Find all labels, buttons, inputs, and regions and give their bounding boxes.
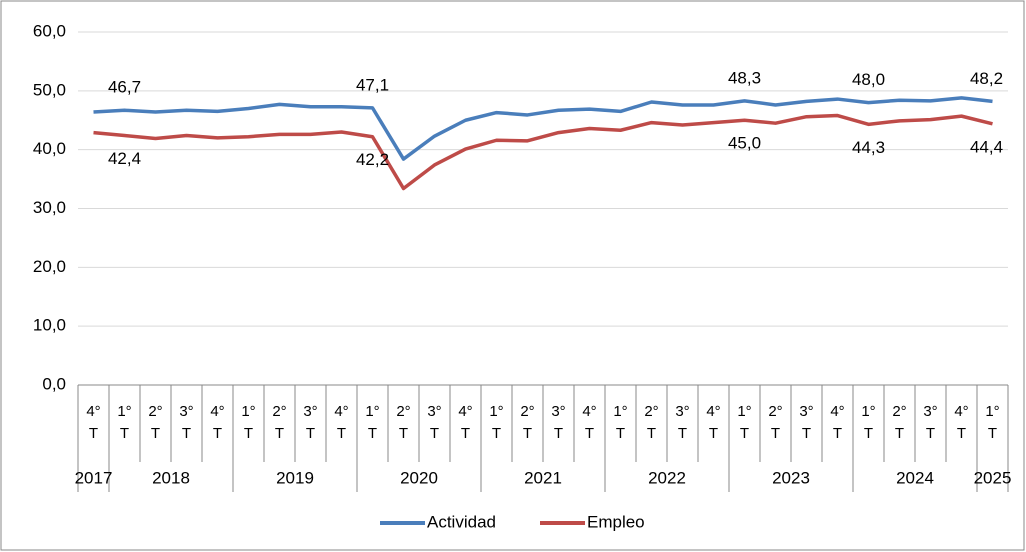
x-tick-label: 4° T	[86, 403, 101, 442]
x-tick-label: 2° T	[396, 403, 411, 442]
y-tick-label: 50,0	[33, 80, 66, 99]
x-tick-label: 3° T	[675, 403, 690, 442]
x-group-label: 2020	[400, 468, 438, 487]
x-tick-label: 4° T	[334, 403, 349, 442]
y-tick-label: 30,0	[33, 198, 66, 217]
x-tick-label: 3° T	[551, 403, 566, 442]
x-tick-label: 3° T	[179, 403, 194, 442]
series-line	[93, 113, 993, 191]
x-tick-label: 3° T	[303, 403, 318, 442]
y-tick-label: 10,0	[33, 316, 66, 335]
data-label: 44,4	[970, 137, 1003, 156]
x-tick-label: 1° T	[489, 403, 504, 442]
legend-label: Actividad	[427, 512, 496, 531]
x-tick-label: 4° T	[830, 403, 845, 442]
x-group-label: 2018	[152, 468, 190, 487]
x-group-label: 2019	[276, 468, 314, 487]
x-tick-label: 1° T	[861, 403, 876, 442]
x-tick-label: 2° T	[272, 403, 287, 442]
x-group-label: 2017	[75, 468, 113, 487]
y-tick-label: 40,0	[33, 139, 66, 158]
data-label: 42,2	[356, 150, 389, 169]
x-tick-label: 3° T	[799, 403, 814, 442]
x-tick-label: 1° T	[613, 403, 628, 442]
x-group-label: 2025	[974, 468, 1012, 487]
data-label: 46,7	[108, 78, 141, 97]
data-label: 45,0	[728, 134, 761, 153]
series-line	[93, 96, 993, 161]
x-tick-label: 3° T	[923, 403, 938, 442]
x-tick-label: 1° T	[241, 403, 256, 442]
data-label: 48,2	[970, 69, 1003, 88]
y-tick-label: 0,0	[42, 374, 66, 393]
x-tick-label: 2° T	[892, 403, 907, 442]
legend-label: Empleo	[587, 512, 645, 531]
x-tick-label: 4° T	[582, 403, 597, 442]
data-label: 48,3	[728, 68, 761, 87]
x-group-label: 2022	[648, 468, 686, 487]
x-tick-label: 4° T	[706, 403, 721, 442]
x-tick-label: 2° T	[644, 403, 659, 442]
y-tick-label: 60,0	[33, 21, 66, 40]
data-label: 47,1	[356, 75, 389, 94]
data-label: 44,3	[852, 138, 885, 157]
x-group-label: 2024	[896, 468, 934, 487]
x-tick-label: 3° T	[427, 403, 442, 442]
x-tick-label: 4° T	[210, 403, 225, 442]
x-tick-label: 4° T	[458, 403, 473, 442]
x-tick-label: 4° T	[954, 403, 969, 442]
x-tick-label: 1° T	[365, 403, 380, 442]
x-tick-label: 1° T	[737, 403, 752, 442]
x-tick-label: 2° T	[520, 403, 535, 442]
x-tick-label: 2° T	[148, 403, 163, 442]
data-label: 48,0	[852, 70, 885, 89]
y-tick-label: 20,0	[33, 257, 66, 276]
data-label: 42,4	[108, 149, 141, 168]
x-tick-label: 1° T	[117, 403, 132, 442]
x-tick-label: 1° T	[985, 403, 1000, 442]
x-group-label: 2021	[524, 468, 562, 487]
x-group-label: 2023	[772, 468, 810, 487]
x-tick-label: 2° T	[768, 403, 783, 442]
